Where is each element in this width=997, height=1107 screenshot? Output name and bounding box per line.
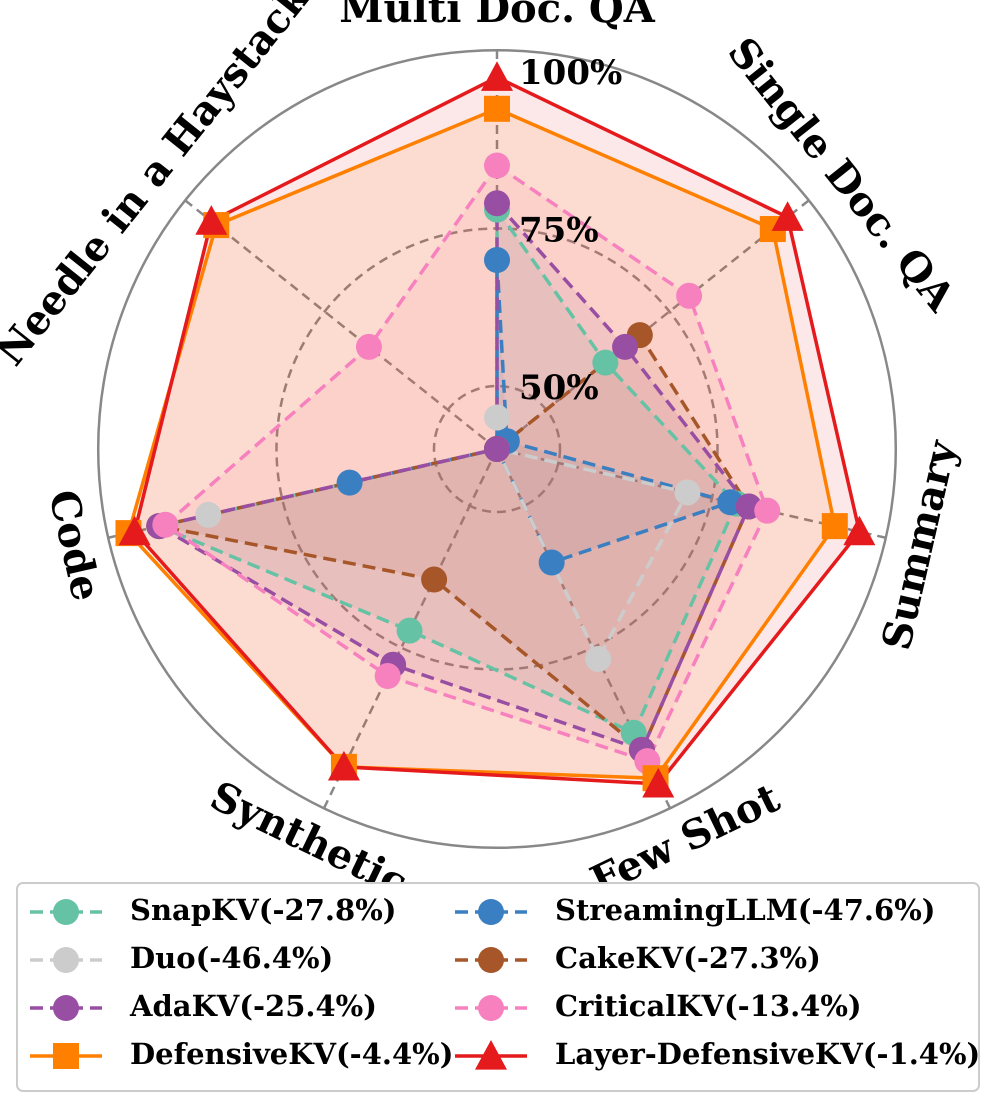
spoke (184, 199, 498, 450)
series-fill (165, 165, 768, 762)
legend-entry: AdaKV(-25.4%) (30, 989, 377, 1023)
legend-entry: Layer-DefensiveKV(-1.4%) (455, 1037, 980, 1071)
legend: SnapKV(-27.8%) StreamingLLM(-47.6%) Duo(-4… (16, 882, 980, 1092)
legend-label: AdaKV(-25.4%) (129, 989, 377, 1023)
axis-label: Multi Doc. QA (339, 0, 656, 32)
series-markers (115, 61, 876, 798)
data-point (484, 436, 510, 462)
axis-label: Summary (873, 435, 967, 655)
data-point (676, 282, 703, 309)
data-point (484, 404, 510, 431)
data-point (118, 515, 151, 546)
legend-box (16, 882, 980, 1092)
data-point (327, 750, 360, 781)
data-point (336, 469, 363, 496)
legend-entry: DefensiveKV(-4.4%) (30, 1037, 453, 1071)
tick-label: 100% (519, 53, 622, 93)
legend-label: DefensiveKV(-4.4%) (130, 1037, 453, 1071)
data-point (674, 479, 701, 506)
data-point (195, 501, 222, 528)
legend-marker (53, 995, 79, 1021)
legend-label: CriticalKV(-13.4%) (555, 989, 862, 1023)
legend-label: SnapKV(-27.8%) (130, 893, 396, 927)
legend-marker (53, 899, 79, 925)
grid-ring-50 (432, 384, 562, 514)
legend-label: Duo(-46.4%) (130, 941, 333, 975)
data-point (585, 646, 612, 673)
legend-marker (478, 947, 504, 973)
data-point (355, 333, 382, 360)
legend-entry: Duo(-46.4%) (30, 941, 333, 975)
data-point (484, 247, 510, 273)
data-point (421, 566, 448, 593)
series-fill (159, 335, 749, 750)
tick-label: 75% (519, 211, 599, 251)
data-point (592, 349, 619, 376)
data-point (374, 663, 401, 690)
series-fill (208, 417, 688, 659)
data-point (771, 201, 804, 231)
legend-marker (53, 947, 79, 973)
legend-label: StreamingLLM(-47.6%) (555, 893, 935, 927)
legend-label: CakeKV(-27.3%) (555, 941, 821, 975)
legend-entry: SnapKV(-27.8%) (30, 893, 396, 927)
legend-marker (478, 995, 504, 1021)
series-line (154, 198, 751, 752)
series-fills (128, 77, 860, 784)
legend-entry: CakeKV(-27.3%) (455, 941, 821, 975)
data-point (843, 515, 876, 546)
legend-marker (475, 1040, 507, 1070)
tick-label: 50% (519, 368, 599, 408)
legend-marker (478, 899, 504, 925)
data-point (195, 205, 228, 235)
series-fill (159, 209, 737, 733)
legend-entry: StreamingLLM(-47.6%) (455, 893, 935, 927)
data-point (484, 152, 510, 179)
data-point (396, 617, 423, 644)
legend-label: Layer-DefensiveKV(-1.4%) (555, 1037, 980, 1071)
data-point (754, 497, 781, 524)
legend-marker (53, 1043, 79, 1069)
data-point (642, 767, 675, 798)
data-point (152, 511, 179, 538)
axis-label: Code (39, 486, 110, 606)
data-point (481, 61, 513, 91)
series-line (132, 75, 862, 786)
data-point (484, 190, 510, 217)
data-point (484, 95, 510, 122)
series-line (126, 106, 837, 780)
data-point (538, 549, 565, 576)
series-fill (349, 260, 731, 563)
legend-entry: CriticalKV(-13.4%) (455, 989, 862, 1023)
data-point (821, 513, 848, 540)
data-point (612, 333, 639, 360)
series-line (162, 163, 770, 764)
